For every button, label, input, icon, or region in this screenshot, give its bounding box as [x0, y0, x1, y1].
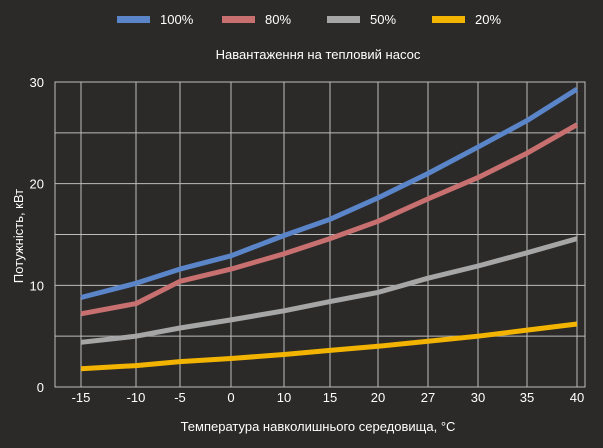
legend: 100% 80% 50% 20%: [117, 12, 501, 27]
x-axis-label: Температура навколишнього середовища, °C: [181, 419, 456, 434]
legend-item: 20%: [432, 12, 501, 27]
grid: [54, 81, 586, 388]
legend-label: 80%: [265, 12, 291, 27]
series-lines: [80, 86, 579, 372]
x-tick-label: 10: [277, 390, 291, 405]
legend-label: 50%: [370, 12, 396, 27]
x-tick-label: 20: [371, 390, 385, 405]
legend-swatch: [222, 16, 255, 23]
y-tick-label: 0: [37, 380, 44, 395]
legend-swatch: [117, 16, 150, 23]
x-tick-label: -15: [72, 390, 91, 405]
x-tick-label: 0: [227, 390, 234, 405]
x-tick-label: -5: [174, 390, 186, 405]
series-line-80pct: [80, 122, 579, 317]
series-line-20pct: [80, 321, 578, 372]
legend-swatch: [432, 16, 465, 23]
x-tick-label: 35: [520, 390, 534, 405]
series-line-100pct: [80, 86, 579, 300]
x-tick-label: 27: [421, 390, 435, 405]
legend-item: 50%: [327, 12, 396, 27]
x-tick-label: 15: [323, 390, 337, 405]
legend-swatch: [327, 16, 360, 23]
y-axis-label: Потужність, кВт: [11, 189, 26, 283]
y-tick-label: 20: [30, 177, 44, 192]
series-line-50pct: [80, 236, 578, 345]
legend-item: 80%: [222, 12, 291, 27]
x-tick-label: 40: [570, 390, 584, 405]
y-tick-label: 10: [30, 278, 44, 293]
x-axis-ticks: -15 -10 -5 0 10 15 20 27 30 35 40: [72, 390, 585, 405]
legend-label: 100%: [160, 12, 194, 27]
chart-subtitle: Навантаження на тепловий насос: [216, 47, 421, 62]
legend-item: 100%: [117, 12, 194, 27]
y-axis-ticks: 0 10 20 30: [30, 75, 44, 395]
x-tick-label: 30: [471, 390, 485, 405]
x-tick-label: -10: [127, 390, 146, 405]
y-tick-label: 30: [30, 75, 44, 90]
legend-label: 20%: [475, 12, 501, 27]
